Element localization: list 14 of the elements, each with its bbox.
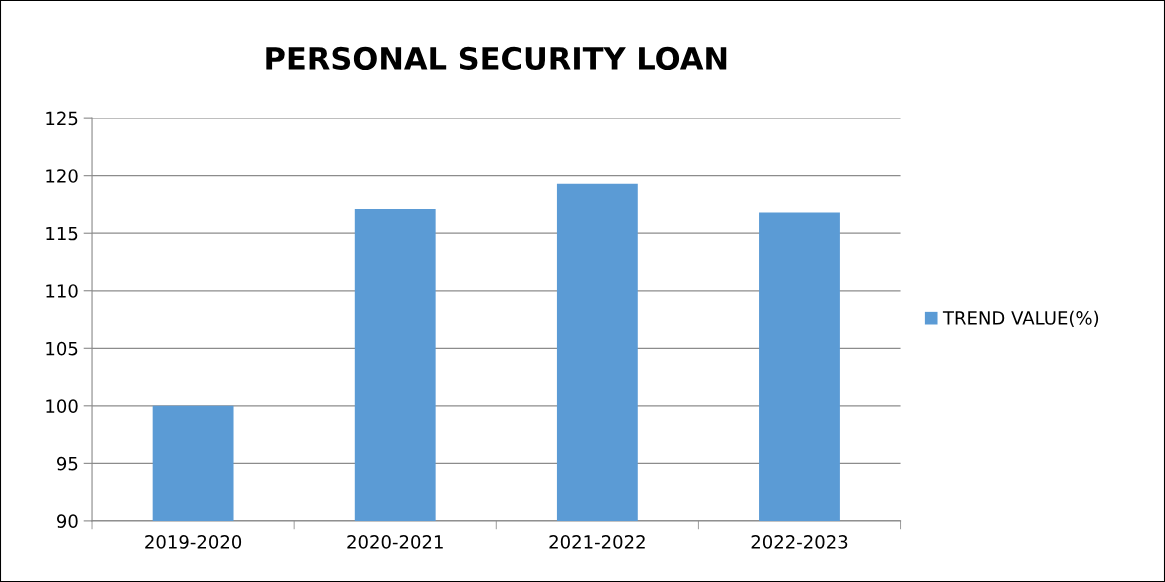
chart-title: PERSONAL SECURITY LOAN — [266, 46, 727, 70]
y-tick-label: 90 — [57, 514, 78, 529]
x-tick-label: 2020-2021 — [347, 535, 443, 549]
y-tick-label: 120 — [46, 169, 78, 183]
x-tick-label: 2022-2023 — [751, 535, 848, 549]
y-tick-label: 125 — [46, 111, 78, 126]
y-tick-label: 100 — [46, 399, 78, 413]
y-tick-label: 105 — [46, 341, 78, 356]
y-tick-label: 110 — [46, 284, 78, 298]
y-tick-label: 115 — [46, 226, 78, 241]
y-tick-label: 95 — [57, 456, 78, 471]
x-tick-label: 2019-2020 — [145, 535, 242, 549]
legend-label: TREND VALUE(%) — [942, 310, 1099, 327]
x-tick-label: 2021-2022 — [549, 535, 645, 549]
